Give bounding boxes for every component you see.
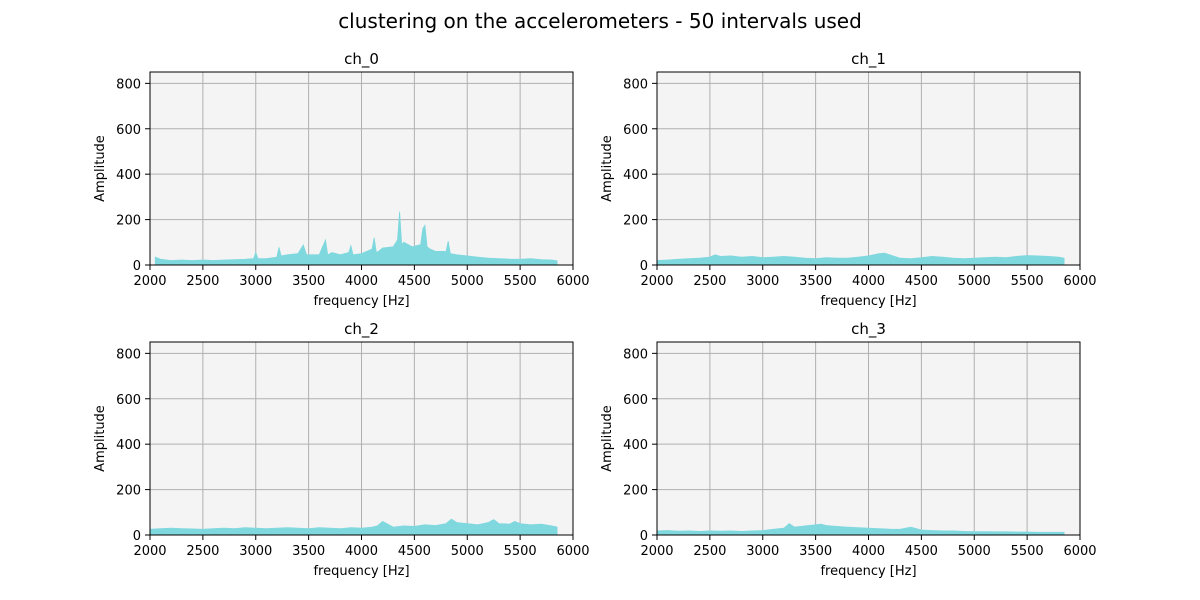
x-tick-label: 5000: [451, 544, 484, 559]
y-tick-label: 600: [623, 393, 648, 408]
x-tick-label: 5500: [504, 544, 537, 559]
subplot-0: 2000 2500 3000 3500 4000 4500 5000 5500 6000 0 200…: [93, 50, 590, 309]
y-axis-label: Amplitude: [600, 135, 615, 202]
spectrum-area: [154, 211, 558, 266]
x-tick-label: 3500: [799, 274, 832, 289]
y-tick-label: 600: [116, 393, 141, 408]
subplot-title: ch_3: [851, 320, 886, 339]
y-axis-label: Amplitude: [93, 135, 108, 202]
x-tick-label: 5500: [1011, 274, 1044, 289]
x-axis-label: frequency [Hz]: [313, 564, 409, 579]
x-tick-label: 4000: [345, 274, 378, 289]
x-tick-label: 4000: [345, 544, 378, 559]
y-tick-label: 200: [623, 214, 648, 229]
x-tick-label: 2000: [640, 544, 673, 559]
y-axis-label: Amplitude: [600, 405, 615, 472]
y-tick-label: 800: [116, 77, 141, 92]
y-tick-label: 0: [640, 259, 648, 274]
x-tick-label: 4500: [905, 274, 938, 289]
x-tick-label: 3000: [746, 544, 779, 559]
x-tick-label: 5500: [1011, 544, 1044, 559]
x-tick-label: 3000: [239, 544, 272, 559]
x-tick-label: 6000: [556, 544, 589, 559]
spectrum-area: [149, 518, 558, 536]
x-tick-label: 5000: [451, 274, 484, 289]
subplot-2: 2000 2500 3000 3500 4000 4500 5000 5500 6000 0 200…: [93, 320, 590, 579]
spectrum-area: [656, 252, 1065, 266]
x-tick-label: 2000: [133, 274, 166, 289]
x-tick-label: 2500: [186, 274, 219, 289]
y-tick-label: 400: [116, 168, 141, 183]
y-tick-label: 0: [133, 529, 141, 544]
y-axis-label: Amplitude: [93, 405, 108, 472]
x-tick-label: 2500: [693, 274, 726, 289]
x-tick-label: 6000: [556, 274, 589, 289]
x-tick-label: 4000: [852, 274, 885, 289]
x-tick-label: 3000: [239, 274, 272, 289]
x-tick-label: 3500: [292, 274, 325, 289]
x-tick-label: 4500: [398, 544, 431, 559]
figure-title: clustering on the accelerometers - 50 in…: [338, 9, 862, 33]
x-tick-label: 3500: [292, 544, 325, 559]
y-tick-label: 200: [623, 484, 648, 499]
y-tick-label: 200: [116, 484, 141, 499]
y-tick-label: 800: [623, 77, 648, 92]
x-tick-label: 3500: [799, 544, 832, 559]
y-tick-label: 600: [623, 123, 648, 138]
y-tick-label: 800: [623, 347, 648, 362]
x-tick-label: 2000: [133, 544, 166, 559]
x-axis-label: frequency [Hz]: [313, 294, 409, 309]
y-tick-label: 800: [116, 347, 141, 362]
x-tick-label: 6000: [1063, 544, 1096, 559]
subplot-title: ch_1: [851, 50, 886, 69]
subplot-title: ch_0: [344, 50, 379, 69]
x-tick-label: 6000: [1063, 274, 1096, 289]
y-tick-label: 600: [116, 123, 141, 138]
x-axis-label: frequency [Hz]: [820, 564, 916, 579]
y-tick-label: 400: [623, 168, 648, 183]
x-tick-label: 5000: [958, 544, 991, 559]
y-tick-label: 400: [623, 438, 648, 453]
x-tick-label: 5500: [504, 274, 537, 289]
x-tick-label: 2000: [640, 274, 673, 289]
x-tick-label: 4500: [398, 274, 431, 289]
x-tick-label: 2500: [186, 544, 219, 559]
x-tick-label: 4000: [852, 544, 885, 559]
x-tick-label: 3000: [746, 274, 779, 289]
y-tick-label: 200: [116, 214, 141, 229]
subplot-1: 2000 2500 3000 3500 4000 4500 5000 5500 6000 0 200…: [600, 50, 1097, 309]
y-tick-label: 0: [640, 529, 648, 544]
subplot-title: ch_2: [344, 320, 379, 339]
x-tick-label: 4500: [905, 544, 938, 559]
subplot-3: 2000 2500 3000 3500 4000 4500 5000 5500 6000 0 200…: [600, 320, 1097, 579]
x-tick-label: 5000: [958, 274, 991, 289]
spectrum-area: [656, 523, 1065, 536]
y-tick-label: 400: [116, 438, 141, 453]
x-tick-label: 2500: [693, 544, 726, 559]
x-axis-label: frequency [Hz]: [820, 294, 916, 309]
y-tick-label: 0: [133, 259, 141, 274]
